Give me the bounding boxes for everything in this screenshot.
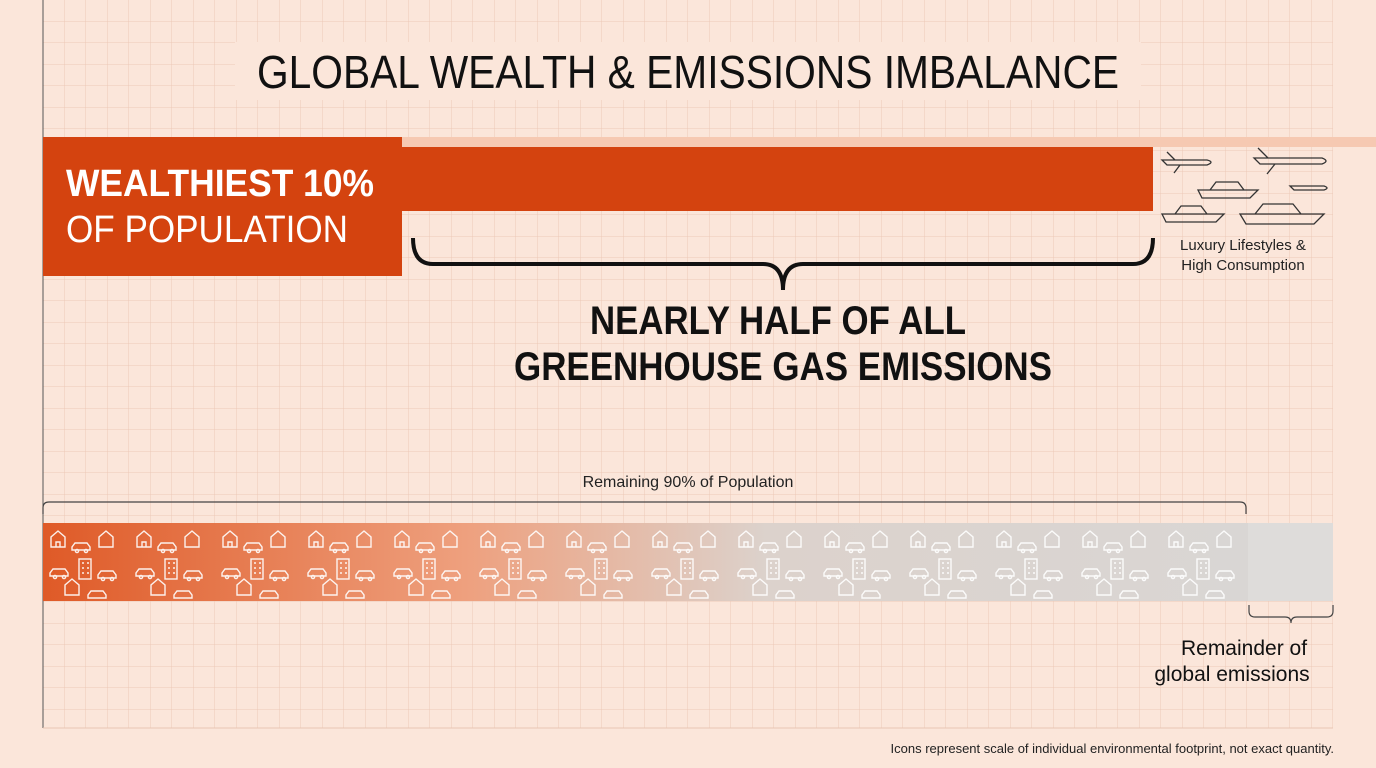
icons-caption: Luxury Lifestyles & <box>1180 237 1306 254</box>
remainder-bar <box>1248 523 1333 601</box>
grid <box>43 0 1333 728</box>
title-backdrop <box>235 42 1141 100</box>
remainder-label: Remainder of <box>1181 637 1307 660</box>
bottom-bracket <box>42 501 1247 514</box>
top-label: OF POPULATION <box>66 209 348 251</box>
footnote: Icons represent scale of individual envi… <box>891 741 1334 756</box>
remainder-label: global emissions <box>1154 663 1309 686</box>
bottom-label: Remaining 90% of Population <box>583 474 794 491</box>
luxury-icons <box>1160 147 1328 225</box>
icons-caption: High Consumption <box>1181 257 1304 274</box>
top-label-bold: WEALTHIEST 10% <box>66 163 374 205</box>
top-bar <box>402 147 1153 211</box>
callout-line: GREENHOUSE GAS EMISSIONS <box>514 345 1052 389</box>
title: GLOBAL WEALTH & EMISSIONS IMBALANCE <box>257 46 1119 98</box>
brace <box>411 237 1155 291</box>
population-icons <box>43 523 1248 601</box>
bar-shadow <box>402 137 1376 147</box>
top-label-box <box>43 137 402 276</box>
remainder-bracket <box>1248 605 1334 624</box>
callout-line: NEARLY HALF OF ALL <box>590 299 966 343</box>
